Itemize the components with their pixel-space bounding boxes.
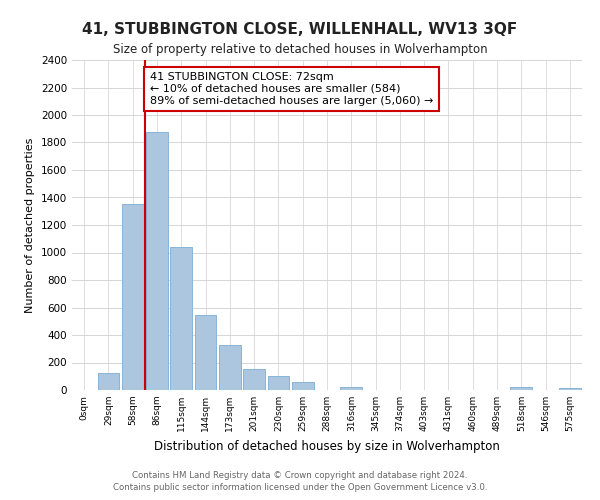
- Bar: [146, 132, 168, 390]
- Bar: [243, 368, 265, 390]
- Text: Size of property relative to detached houses in Wolverhampton: Size of property relative to detached ho…: [113, 42, 487, 56]
- X-axis label: Distribution of detached houses by size in Wolverhampton: Distribution of detached houses by size …: [154, 440, 500, 452]
- Y-axis label: Number of detached properties: Number of detached properties: [25, 138, 35, 312]
- Bar: [511, 387, 532, 390]
- Text: Contains HM Land Registry data © Crown copyright and database right 2024.
Contai: Contains HM Land Registry data © Crown c…: [113, 471, 487, 492]
- Text: 41, STUBBINGTON CLOSE, WILLENHALL, WV13 3QF: 41, STUBBINGTON CLOSE, WILLENHALL, WV13 …: [82, 22, 518, 38]
- Bar: [170, 247, 192, 390]
- Bar: [559, 388, 581, 390]
- Bar: [97, 373, 119, 390]
- Bar: [268, 376, 289, 390]
- Bar: [292, 382, 314, 390]
- Bar: [219, 344, 241, 390]
- Text: 41 STUBBINGTON CLOSE: 72sqm
← 10% of detached houses are smaller (584)
89% of se: 41 STUBBINGTON CLOSE: 72sqm ← 10% of det…: [150, 72, 433, 106]
- Bar: [122, 204, 143, 390]
- Bar: [194, 315, 217, 390]
- Bar: [340, 386, 362, 390]
